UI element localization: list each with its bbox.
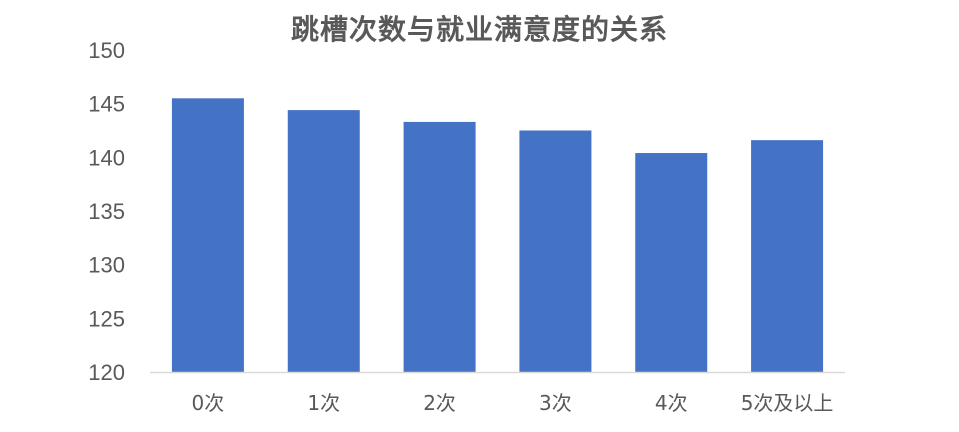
y-tick-label: 120 bbox=[88, 360, 125, 385]
y-tick-label: 140 bbox=[88, 145, 125, 170]
bar bbox=[519, 130, 592, 372]
bar bbox=[287, 110, 360, 373]
x-category-label: 5次及以上 bbox=[741, 391, 834, 415]
bar bbox=[171, 98, 244, 373]
bar bbox=[751, 140, 824, 372]
y-tick-label: 125 bbox=[88, 306, 125, 331]
y-tick-label: 135 bbox=[88, 199, 125, 224]
bar bbox=[403, 121, 476, 372]
chart-title: 跳槽次数与就业满意度的关系 bbox=[290, 13, 668, 46]
x-category-label: 2次 bbox=[423, 391, 456, 415]
x-category-label: 4次 bbox=[655, 391, 688, 415]
y-tick-label: 130 bbox=[88, 253, 125, 278]
x-category-label: 0次 bbox=[192, 391, 225, 415]
bar bbox=[635, 153, 708, 372]
x-category-label: 1次 bbox=[307, 391, 340, 415]
y-tick-label: 145 bbox=[88, 92, 125, 117]
x-category-label: 3次 bbox=[539, 391, 572, 415]
y-tick-label: 150 bbox=[88, 38, 125, 63]
